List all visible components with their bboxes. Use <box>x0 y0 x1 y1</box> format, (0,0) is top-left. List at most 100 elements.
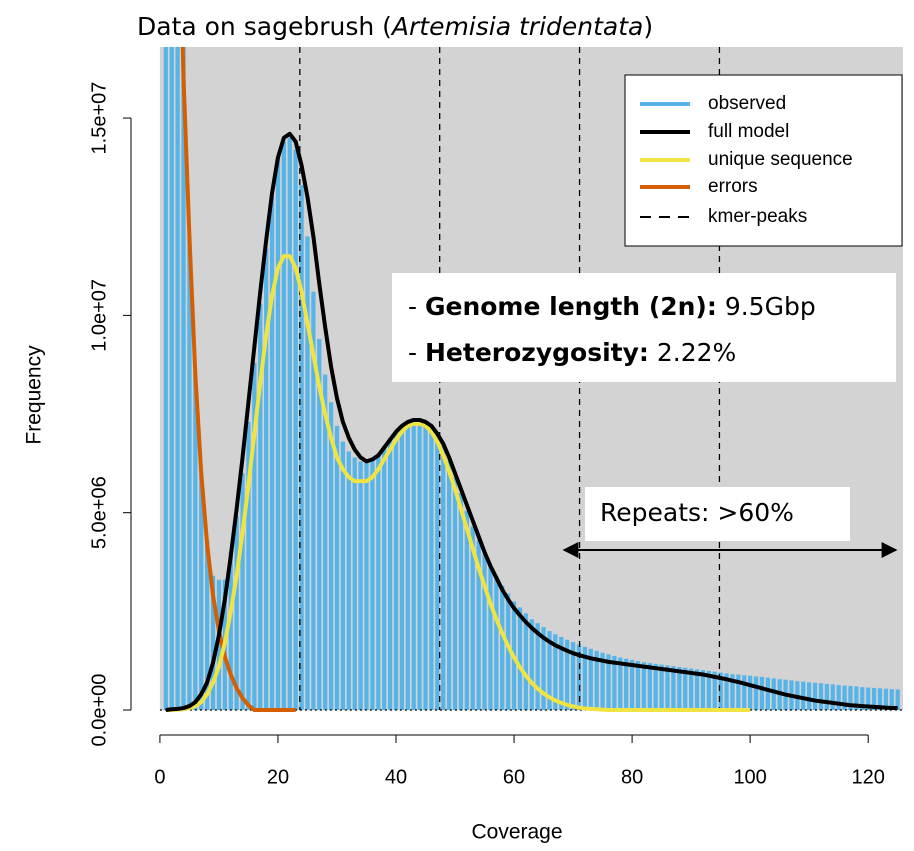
histogram-bar <box>771 678 776 711</box>
repeats-note: Repeats: >60% <box>600 498 794 527</box>
histogram-bar <box>470 526 475 711</box>
histogram-bar <box>807 682 812 711</box>
repeats-background <box>585 487 850 541</box>
histogram-bar <box>435 433 440 711</box>
histogram-bar <box>358 461 363 711</box>
histogram-bar <box>275 157 281 711</box>
histogram-bar <box>210 575 216 711</box>
histogram-bar <box>370 459 375 711</box>
histogram-bar <box>252 362 257 711</box>
histogram-bar <box>281 141 286 711</box>
histogram-bar <box>588 648 593 711</box>
histogram-bar <box>570 642 576 711</box>
histogram-bar <box>801 681 806 711</box>
histogram-bar <box>246 421 251 711</box>
histogram-bar <box>600 652 605 711</box>
histogram-bar <box>328 402 334 711</box>
histogram-bar <box>387 437 393 711</box>
histogram-bar <box>488 565 493 711</box>
repeats-annotation: Repeats: >60% <box>562 487 898 558</box>
histogram-bar <box>299 185 304 711</box>
histogram-bar <box>618 657 623 711</box>
x-tick-label: 80 <box>621 766 643 788</box>
histogram-bar <box>688 668 694 711</box>
bullet: - <box>408 338 417 367</box>
stats-background <box>392 273 896 382</box>
histogram-bar <box>535 623 540 711</box>
histogram-bar <box>405 421 410 711</box>
histogram-bar <box>854 686 859 711</box>
histogram-bar <box>730 674 735 711</box>
histogram-bar <box>393 431 399 711</box>
histogram-bar <box>671 666 676 711</box>
histogram-bar <box>624 658 629 711</box>
histogram-bar <box>311 291 316 711</box>
legend: observed full model unique sequence errors k… <box>624 74 903 247</box>
histogram-bar <box>553 634 558 711</box>
histogram-bar <box>765 677 770 711</box>
histogram-bar <box>635 661 641 711</box>
histogram-bar <box>506 593 511 711</box>
histogram-bar <box>824 683 829 711</box>
title-text: ) <box>643 12 653 41</box>
histogram-bar <box>352 457 357 711</box>
histogram-bar <box>293 149 298 711</box>
histogram-bar <box>759 676 765 711</box>
histogram-bar <box>612 655 617 711</box>
histogram-bar <box>346 451 351 711</box>
histogram-bar <box>323 374 328 711</box>
histogram-bar <box>364 461 369 711</box>
x-tick-label: 20 <box>267 766 289 788</box>
histogram-bar <box>565 639 570 711</box>
histogram-bar <box>700 670 706 711</box>
histogram-bar <box>411 419 416 711</box>
histogram-bar <box>694 669 700 711</box>
histogram-bar <box>742 675 747 711</box>
histogram-bar <box>883 688 889 711</box>
histogram-bar <box>830 684 835 711</box>
histogram-bar <box>541 627 546 711</box>
histogram-bar <box>199 473 204 711</box>
title-text: Data on sagebrush ( <box>137 12 392 41</box>
histogram-bar <box>258 303 263 711</box>
y-tick-label: 1.0e+07 <box>88 279 110 352</box>
histogram-bar <box>264 248 269 711</box>
genome-length-note: - Genome length (2n): 9.5Gbp <box>408 292 816 321</box>
x-axis-title: Coverage <box>471 821 562 844</box>
histogram-bar <box>818 683 824 711</box>
y-tick-label: 1.5e+07 <box>88 82 110 155</box>
histogram-bar <box>606 654 611 711</box>
histogram-bar <box>447 461 452 711</box>
x-tick-label: 100 <box>733 766 766 788</box>
histogram-bar <box>889 689 894 711</box>
histogram-bar <box>287 137 292 711</box>
chart-title: Data on sagebrush (Artemisia tridentata) <box>137 12 653 41</box>
model-line <box>165 254 751 713</box>
histogram-bar <box>895 689 900 711</box>
histogram-bar <box>240 473 245 711</box>
y-tick-label: 0.0e+00 <box>88 674 110 747</box>
histogram-bar <box>376 453 381 711</box>
histogram-bar <box>753 676 759 711</box>
histogram-bar <box>712 671 717 711</box>
histogram-bar <box>228 552 233 711</box>
histogram-bar <box>399 425 405 711</box>
histogram-bar <box>429 425 434 711</box>
histogram-bar <box>464 510 469 711</box>
x-tick-label: 0 <box>154 766 165 788</box>
histogram-bar <box>529 619 534 711</box>
histogram-bar <box>641 662 647 711</box>
heterozygosity-note: - Heterozygosity: 2.22% <box>408 338 736 367</box>
note-value: 9.5Gbp <box>725 292 816 321</box>
histogram-bar <box>647 663 652 711</box>
histogram-bar <box>706 670 711 711</box>
histogram-bar <box>187 236 192 711</box>
histogram-bar <box>169 47 174 711</box>
histogram-bar <box>305 236 310 711</box>
model-line <box>180 47 296 713</box>
histogram-bar <box>500 585 505 711</box>
note-label: Heterozygosity: <box>425 338 649 367</box>
histogram-bar <box>653 663 658 711</box>
histogram-bar <box>382 445 387 711</box>
histogram-bar <box>842 685 847 711</box>
